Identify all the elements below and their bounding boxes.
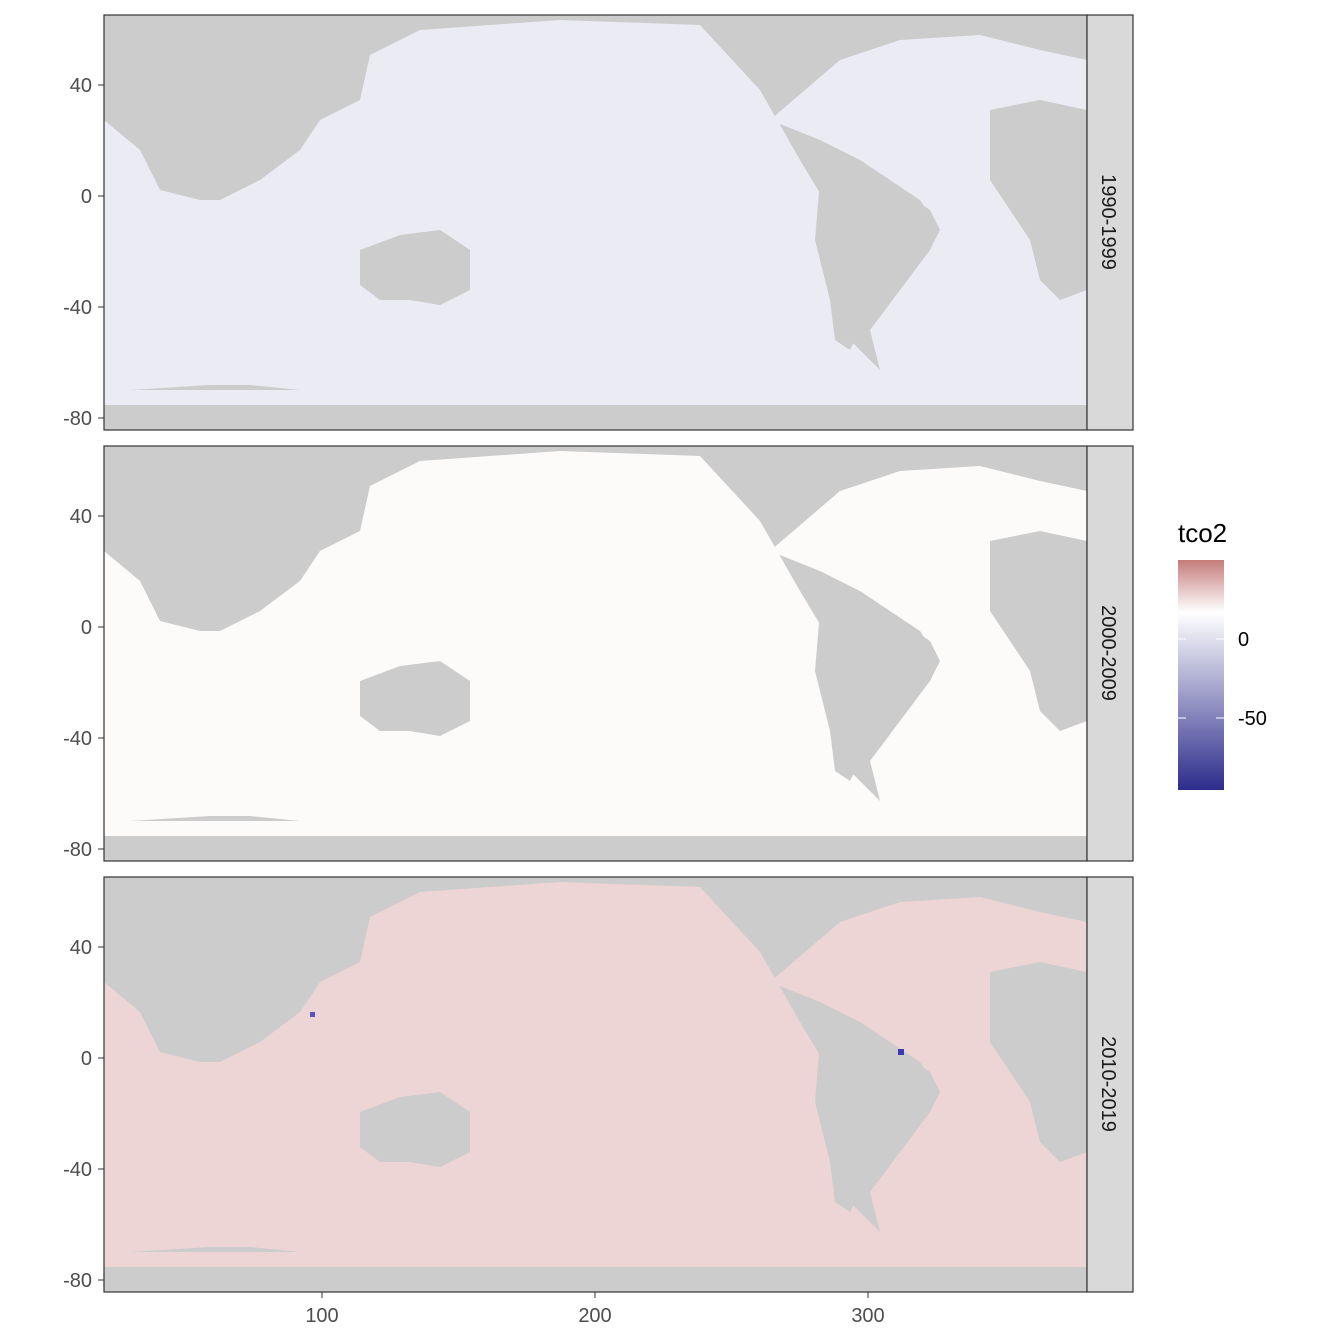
- y-tick-label: -80: [63, 408, 92, 430]
- facet-panel-2: 2000-2009: [103, 445, 1134, 862]
- x-tick-label: 300: [851, 1305, 884, 1327]
- y-tick-label: 40: [70, 75, 92, 97]
- indian-ocean: [104, 120, 380, 310]
- legend-label: -50: [1238, 708, 1267, 730]
- y-tick-label: -40: [63, 728, 92, 750]
- y-tick-label: 40: [70, 937, 92, 959]
- y-tick-label: -80: [63, 839, 92, 861]
- y-tick-label: 40: [70, 506, 92, 528]
- south-america: [815, 170, 940, 350]
- y-tick-label: -40: [63, 297, 92, 319]
- legend-label: 0: [1238, 629, 1249, 651]
- arctic-edge: [104, 15, 370, 50]
- ocean-layer: [104, 882, 1087, 1267]
- australia: [360, 230, 470, 305]
- strip-label-1: 1990-1999: [1097, 174, 1119, 270]
- antarctica: [104, 1267, 1087, 1292]
- southern-ocean: [104, 1252, 1087, 1267]
- indian-ocean: [104, 551, 380, 741]
- antarctica: [104, 405, 1087, 430]
- anomaly-spot: [310, 1012, 315, 1017]
- x-tick-label: 200: [578, 1305, 611, 1327]
- x-axis: 100 200 300: [305, 1292, 885, 1327]
- land-overlay: [104, 446, 1087, 861]
- africa: [990, 100, 1087, 300]
- indian-ocean: [104, 982, 380, 1172]
- y-tick-label: 0: [81, 617, 92, 639]
- y-axis-panel-2: 40 0 -40 -80: [63, 506, 104, 861]
- antarctica: [104, 836, 1087, 861]
- strip-background: [1086, 876, 1134, 1293]
- africa: [990, 531, 1087, 731]
- land-overlay: [104, 15, 1087, 430]
- anomaly-spot: [898, 1049, 904, 1055]
- facet-panel-1: 1990-1999: [103, 14, 1134, 431]
- south-america: [815, 601, 940, 781]
- strip-label-2: 2000-2009: [1097, 605, 1119, 701]
- arctic-edge: [104, 446, 370, 481]
- x-tick-label: 100: [305, 1305, 338, 1327]
- australia: [360, 661, 470, 736]
- strip-background: [1086, 14, 1134, 431]
- y-tick-label: -80: [63, 1270, 92, 1292]
- y-tick-label: -40: [63, 1159, 92, 1181]
- strip-background: [1086, 445, 1134, 862]
- y-tick-label: 0: [81, 1048, 92, 1070]
- south-america: [815, 1032, 940, 1212]
- arctic-edge: [104, 877, 370, 912]
- facet-panel-3: 2010-2019: [103, 876, 1134, 1293]
- africa: [990, 962, 1087, 1162]
- y-tick-label: 0: [81, 186, 92, 208]
- legend-colorbar: [1178, 560, 1224, 790]
- legend: tco2 0 -50: [1178, 518, 1267, 790]
- y-axis-panel-1: 40 0 -40 -80: [63, 75, 104, 430]
- southern-ocean: [104, 821, 1087, 836]
- australia: [360, 1092, 470, 1167]
- strip-label-3: 2010-2019: [1097, 1036, 1119, 1132]
- y-axis-panel-3: 40 0 -40 -80: [63, 937, 104, 1292]
- land-overlay: [104, 877, 1087, 1292]
- legend-title: tco2: [1178, 518, 1227, 548]
- southern-ocean: [104, 390, 1087, 405]
